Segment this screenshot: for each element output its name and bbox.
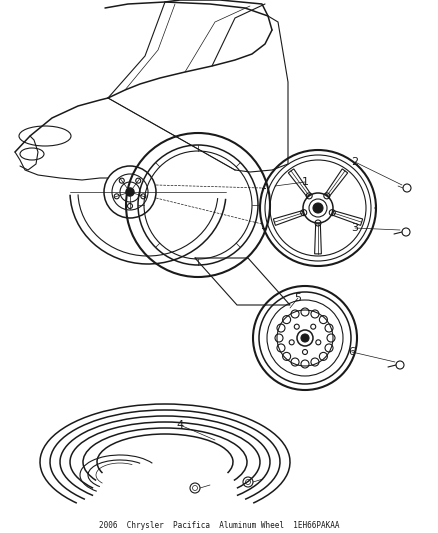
Text: 5: 5 xyxy=(294,293,301,303)
Circle shape xyxy=(313,203,323,213)
Circle shape xyxy=(126,188,134,196)
Text: 1: 1 xyxy=(301,177,308,187)
Text: 2006  Chrysler  Pacifica  Aluminum Wheel  1EH66PAKAA: 2006 Chrysler Pacifica Aluminum Wheel 1E… xyxy=(99,521,339,529)
Text: 3: 3 xyxy=(352,223,358,233)
Text: 2: 2 xyxy=(351,157,359,167)
Text: 6: 6 xyxy=(349,347,356,357)
Circle shape xyxy=(301,334,309,342)
Text: 4: 4 xyxy=(177,420,184,430)
